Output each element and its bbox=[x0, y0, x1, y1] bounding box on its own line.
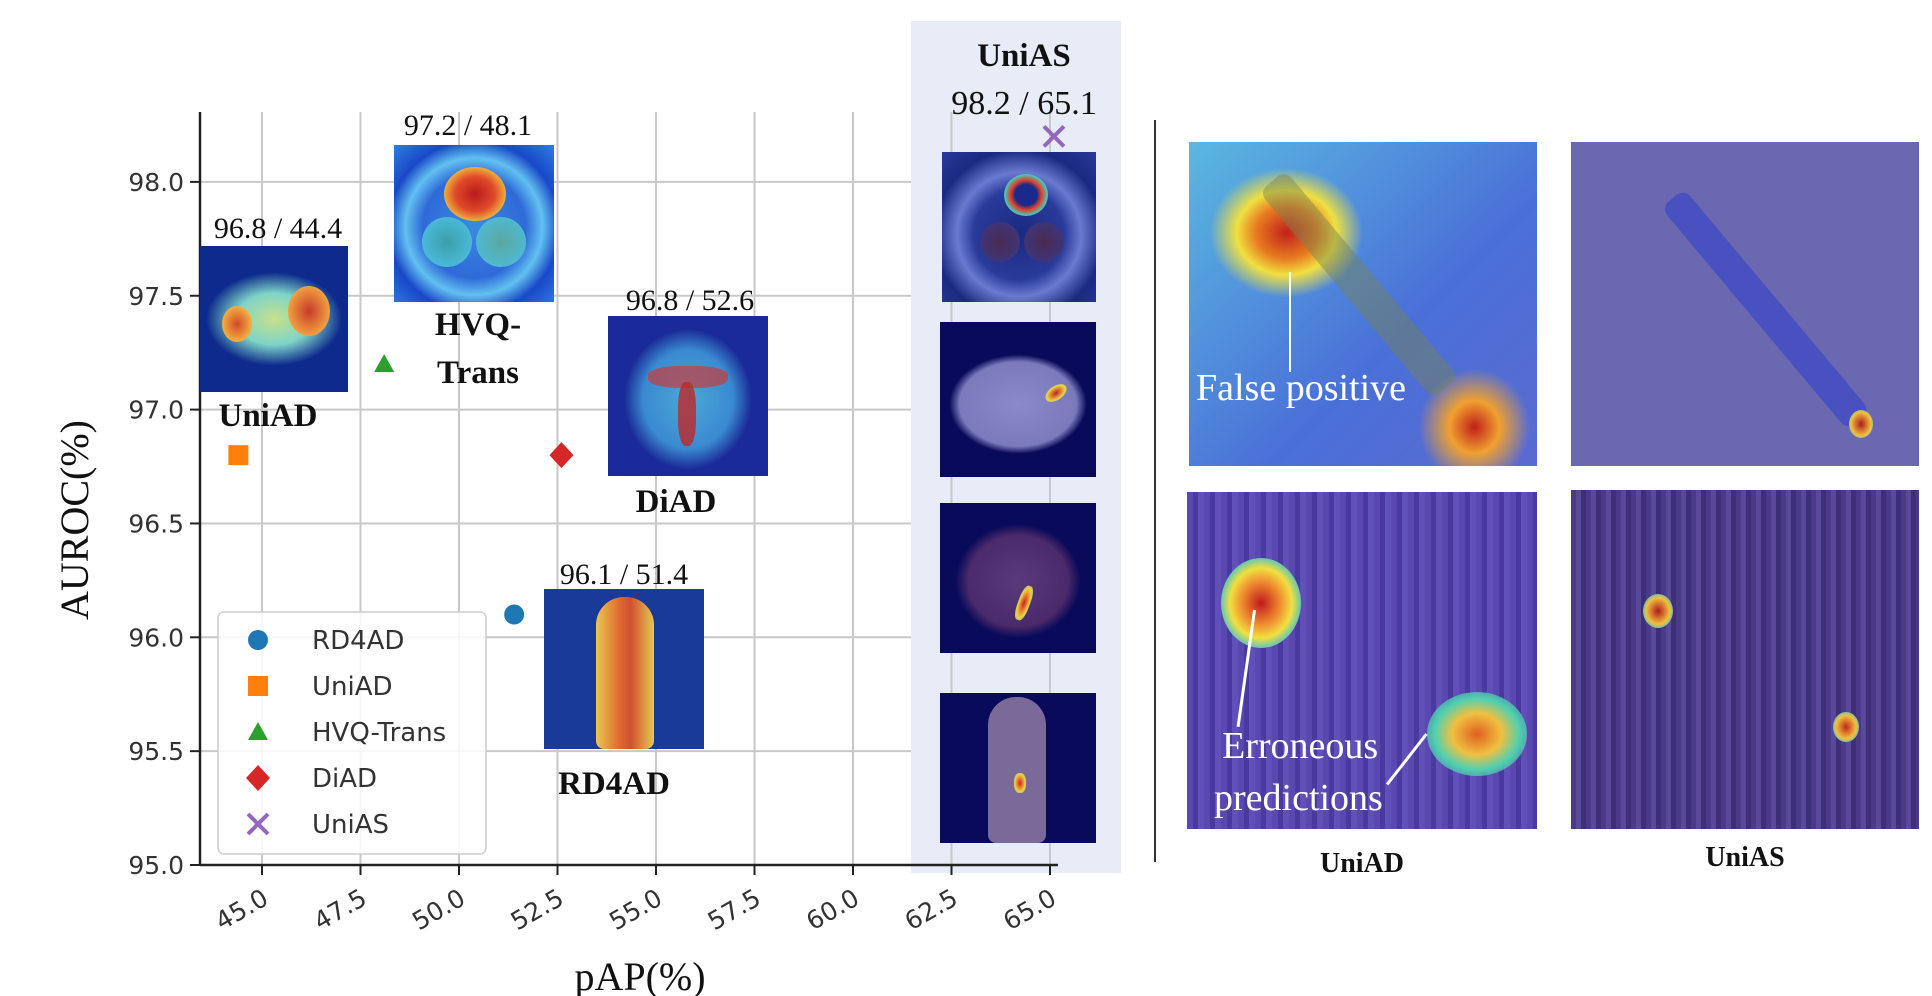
uniad-caption: UniAD bbox=[1319, 848, 1404, 879]
y-tick-label: 97.0 bbox=[128, 396, 184, 425]
data-markers bbox=[228, 124, 1066, 625]
erroneous-label-2: predictions bbox=[1214, 777, 1383, 819]
hvq-name-label-2: Trans bbox=[437, 355, 519, 391]
x-tick-label: 60.0 bbox=[801, 883, 864, 936]
unias-caption: UniAS bbox=[1705, 842, 1785, 873]
unias-heatmap-hazelnut bbox=[940, 503, 1096, 653]
unias-heatmap-cable bbox=[942, 152, 1096, 302]
unias-screw-heatmap bbox=[1571, 142, 1919, 466]
uniad-heatmap-pill bbox=[200, 246, 348, 392]
x-tick-label: 52.5 bbox=[506, 883, 569, 936]
legend-label: RD4AD bbox=[312, 626, 404, 656]
legend-marker-rd4ad bbox=[248, 630, 268, 650]
unias-heatmap-pill bbox=[940, 322, 1096, 477]
diad-name-label: DiAD bbox=[636, 484, 717, 520]
hvq-value-label: 97.2 / 48.1 bbox=[404, 109, 532, 142]
unias-wood-heatmap bbox=[1571, 490, 1919, 829]
x-tick-label: 50.0 bbox=[407, 883, 470, 936]
uniad-wood-heatmap bbox=[1187, 492, 1537, 829]
unias-title-label: UniAS bbox=[977, 38, 1071, 74]
legend-marker-hvq-trans bbox=[248, 722, 268, 740]
y-tick-label: 96.0 bbox=[128, 623, 184, 652]
legend-label: UniAS bbox=[312, 810, 389, 840]
legend-label: UniAD bbox=[312, 672, 393, 702]
unias-heatmap-toothbrush bbox=[940, 693, 1096, 843]
marker-hvq-trans bbox=[374, 354, 395, 373]
x-axis-title: pAP(%) bbox=[574, 954, 705, 996]
x-tick-label: 47.5 bbox=[309, 883, 372, 936]
y-tick-label: 97.5 bbox=[128, 282, 184, 311]
x-tick-label: 45.0 bbox=[210, 883, 273, 936]
rd4ad-heatmap-toothbrush bbox=[544, 589, 704, 749]
marker-rd4ad bbox=[504, 604, 525, 625]
diad-heatmap-hazelnut bbox=[608, 316, 768, 476]
rd4ad-value-label: 96.1 / 51.4 bbox=[560, 558, 688, 591]
legend-marker-unias bbox=[246, 812, 270, 836]
uniad-screw-heatmap bbox=[1189, 142, 1537, 466]
x-tick-label: 55.0 bbox=[604, 883, 667, 936]
x-tick-label: 62.5 bbox=[900, 883, 963, 936]
diad-value-label: 96.8 / 52.6 bbox=[626, 284, 754, 317]
uniad-value-label: 96.8 / 44.4 bbox=[214, 212, 342, 245]
y-tick-label: 96.5 bbox=[128, 509, 184, 538]
hvq-heatmap-cable bbox=[394, 145, 554, 302]
legend-label: HVQ-Trans bbox=[312, 718, 446, 748]
false-positive-label: False positive bbox=[1196, 367, 1407, 409]
legend-label: DiAD bbox=[312, 764, 377, 794]
legend-marker-diad bbox=[246, 765, 270, 791]
marker-unias bbox=[1042, 124, 1066, 148]
axes bbox=[190, 112, 1058, 875]
hvq-name-label-1: HVQ- bbox=[435, 307, 521, 343]
y-tick-label: 95.0 bbox=[128, 851, 184, 880]
legend-marker-uniad bbox=[248, 676, 268, 696]
unias-value-label: 98.2 / 65.1 bbox=[951, 85, 1096, 122]
y-axis-title: AUROC(%) bbox=[52, 420, 97, 620]
y-tick-label: 95.5 bbox=[128, 737, 184, 766]
rd4ad-name-label: RD4AD bbox=[558, 766, 670, 802]
y-tick-label: 98.0 bbox=[128, 168, 184, 197]
x-tick-label: 65.0 bbox=[998, 883, 1061, 936]
legend: RD4AD UniAD HVQ-Trans DiAD UniAS bbox=[217, 611, 487, 855]
erroneous-label-1: Erroneous bbox=[1222, 725, 1379, 767]
x-tick-label: 57.5 bbox=[703, 883, 766, 936]
uniad-name-label: UniAD bbox=[218, 398, 317, 434]
marker-diad bbox=[549, 442, 574, 469]
marker-uniad bbox=[228, 445, 249, 466]
